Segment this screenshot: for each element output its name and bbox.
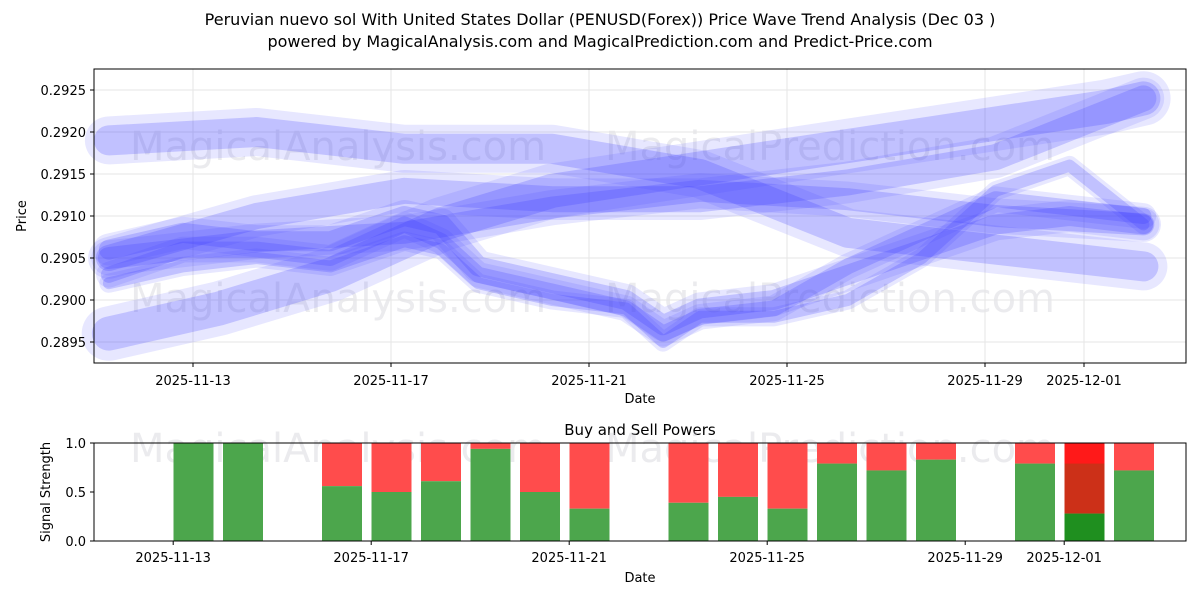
price-x-tick-label: 2025-11-25 [749,374,825,389]
price-y-tick-label: 0.2905 [41,252,87,267]
sell-bar [916,443,956,460]
power-y-tick-label: 1.0 [65,437,86,452]
power-x-tick-label: 2025-12-01 [1026,551,1102,566]
power-x-tick-label: 2025-11-13 [135,551,211,566]
power-x-tick-label: 2025-11-25 [729,551,805,566]
buy-bar [1064,513,1105,541]
price-y-tick-label: 0.2915 [41,168,87,183]
price-wave-wave-main-halo [92,200,1160,342]
buy-bar [767,508,808,541]
buy-bar [916,459,956,541]
price-wave-wave-main-low [102,159,1150,348]
sell-bar [817,443,857,464]
power-x-tick-label: 2025-11-17 [333,551,409,566]
price-y-tick-label: 0.2925 [41,84,87,99]
price-panel: MagicalAnalysis.com MagicalPrediction.co… [15,68,1187,407]
sell-bar [866,443,907,471]
buy-bar [520,492,560,541]
price-y-tick-label: 0.2900 [41,294,87,309]
buy-bar [569,508,610,541]
sell-bar [322,443,362,487]
buy-bar [1114,470,1154,541]
price-grid [94,69,1186,363]
sell-bar [1015,443,1055,464]
price-wave-wave-flat-upper [97,179,1155,269]
price-wave-wave-main-alt-halo [96,186,1157,347]
sell-bar [1114,443,1154,471]
price-wave-wave-high-down [93,117,1159,282]
chart-title-line1: Peruvian nuevo sol With United States Do… [205,10,996,29]
buy-bar [817,463,857,541]
power-x-tick-label: 2025-11-21 [531,551,607,566]
price-wave-wave-mid-up-halo [88,77,1165,279]
price-wave-wave-low-up-halo [81,71,1171,361]
power-x-tick-label: 2025-11-29 [927,551,1003,566]
price-wave-wave-main-alt [100,191,1152,342]
sell-bar [470,443,511,449]
price-x-label: Date [624,392,655,407]
buy-bar [866,470,907,541]
sell-bar [520,443,560,492]
power-y-ticks: 0.0 0.5 1.0 [65,437,94,550]
price-wave-wave-main [98,206,1154,336]
power-panel: Buy and Sell Powers MagicalAnalysis.com … [39,421,1187,586]
power-y-label: Signal Strength [39,442,54,542]
power-bars [173,443,1154,541]
sell-bar [668,443,709,503]
buy-bar [1015,463,1055,541]
sell-bar [767,443,808,509]
sell-bar-overlap [1064,463,1105,514]
price-x-tick-label: 2025-11-13 [155,374,231,389]
sell-bar [371,443,412,492]
power-x-ticks: 2025-11-13 2025-11-17 2025-11-21 2025-11-25… [135,541,1102,566]
price-y-ticks: 0.2895 0.2900 0.2905 0.2910 0.2915 0.2920 0.29… [41,84,94,351]
price-wave-wave-mid-up [95,85,1157,271]
buy-bar [470,448,511,541]
power-y-tick-label: 0.5 [65,486,86,501]
price-y-tick-label: 0.2920 [41,126,87,141]
price-wave-wave-low-up [91,81,1161,351]
price-x-ticks: 2025-11-13 2025-11-17 2025-11-21 2025-11-25… [155,363,1122,389]
chart-title-line2: powered by MagicalAnalysis.com and Magic… [267,32,932,51]
buy-bar [371,492,412,541]
price-y-label: Price [15,200,30,232]
buy-bar [223,443,263,541]
buy-bar [173,443,214,541]
power-title: Buy and Sell Powers [564,421,716,439]
power-y-tick-label: 0.0 [65,535,86,550]
price-x-tick-label: 2025-12-01 [1046,374,1122,389]
buy-bar [718,496,758,541]
price-y-tick-label: 0.2910 [41,210,87,225]
price-x-tick-label: 2025-11-17 [353,374,429,389]
price-wave-wave-main-low-halo [99,156,1153,352]
sell-bar [718,443,758,497]
price-y-tick-label: 0.2895 [41,336,87,351]
sell-bar [569,443,610,509]
price-wave-wave-high-down-halo [84,108,1168,291]
power-x-label: Date [624,571,655,586]
price-wave-wave-flat-upper-halo [91,173,1161,276]
buy-bar [322,486,362,541]
buy-bar [421,481,461,541]
buy-bar [668,502,709,541]
sell-bar [421,443,461,482]
watermark-mid-left: MagicalAnalysis.com [130,276,546,322]
price-x-tick-label: 2025-11-21 [551,374,627,389]
watermark-mid-right: MagicalPrediction.com [605,276,1055,322]
price-x-tick-label: 2025-11-29 [947,374,1023,389]
price-waves [81,71,1171,361]
